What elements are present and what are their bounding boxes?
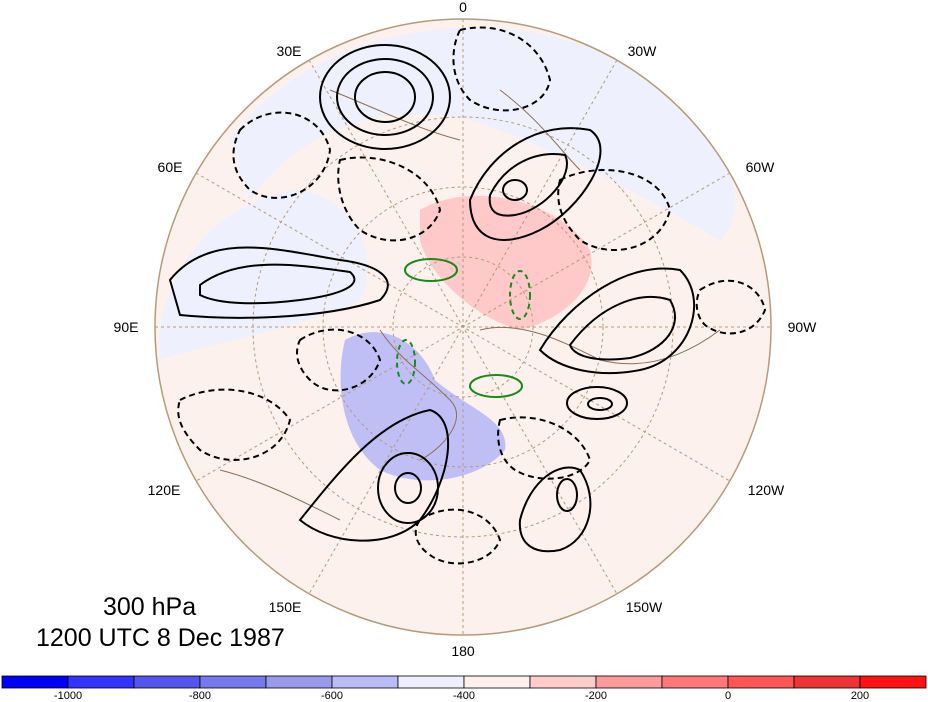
- lon-label: 120W: [748, 482, 785, 498]
- lon-label: 60W: [746, 159, 776, 175]
- colorbar-tick-label: -400: [453, 690, 475, 702]
- colorbar-swatch: [463, 675, 531, 689]
- colorbar: -1000-800-600-400-20002004006008001000: [1, 675, 927, 702]
- lon-label: 90W: [788, 319, 818, 335]
- lon-label: 120E: [148, 482, 181, 498]
- colorbar-swatch: [1, 675, 69, 689]
- lon-label: 180: [451, 643, 475, 659]
- colorbar-swatch: [859, 675, 927, 689]
- map-border: [154, 18, 772, 636]
- contours-special: [396, 258, 531, 398]
- colorbar-swatch: [529, 675, 597, 689]
- title-valid-time: 1200 UTC 8 Dec 1987: [36, 624, 285, 652]
- colorbar-tick-label: -200: [585, 690, 607, 702]
- colorbar-tick-label: -800: [189, 690, 211, 702]
- lon-label: 150E: [269, 599, 302, 615]
- colorbar-swatch: [727, 675, 795, 689]
- colorbar-swatch: [265, 675, 333, 689]
- longitude-labels: 0 30W 60W 90W 120W 150W 180 150E 120E 90…: [114, 0, 818, 659]
- lon-label: 60E: [158, 159, 183, 175]
- lon-label: 90E: [114, 319, 139, 335]
- colorbar-tick-label: 0: [725, 690, 731, 702]
- colorbar-swatch: [133, 675, 201, 689]
- lon-label: 30E: [277, 43, 302, 59]
- colorbar-swatch: [331, 675, 399, 689]
- colorbar-swatch: [661, 675, 729, 689]
- lon-label: 0: [459, 0, 467, 15]
- title-pressure-level: 300 hPa: [103, 593, 197, 621]
- contours-positive: [168, 44, 696, 553]
- colorbar-tick-label: 200: [851, 690, 869, 702]
- colorbar-tick-label: -1000: [54, 690, 82, 702]
- lon-label: 150W: [626, 599, 663, 615]
- colorbar-swatch: [397, 675, 465, 689]
- colorbar-swatch: [67, 675, 135, 689]
- colorbar-swatch: [595, 675, 663, 689]
- colorbar-tick-label: -600: [321, 690, 343, 702]
- contours-negative: [177, 26, 767, 565]
- colorbar-swatch: [793, 675, 861, 689]
- colorbar-swatch: [199, 675, 267, 689]
- lon-label: 30W: [628, 43, 658, 59]
